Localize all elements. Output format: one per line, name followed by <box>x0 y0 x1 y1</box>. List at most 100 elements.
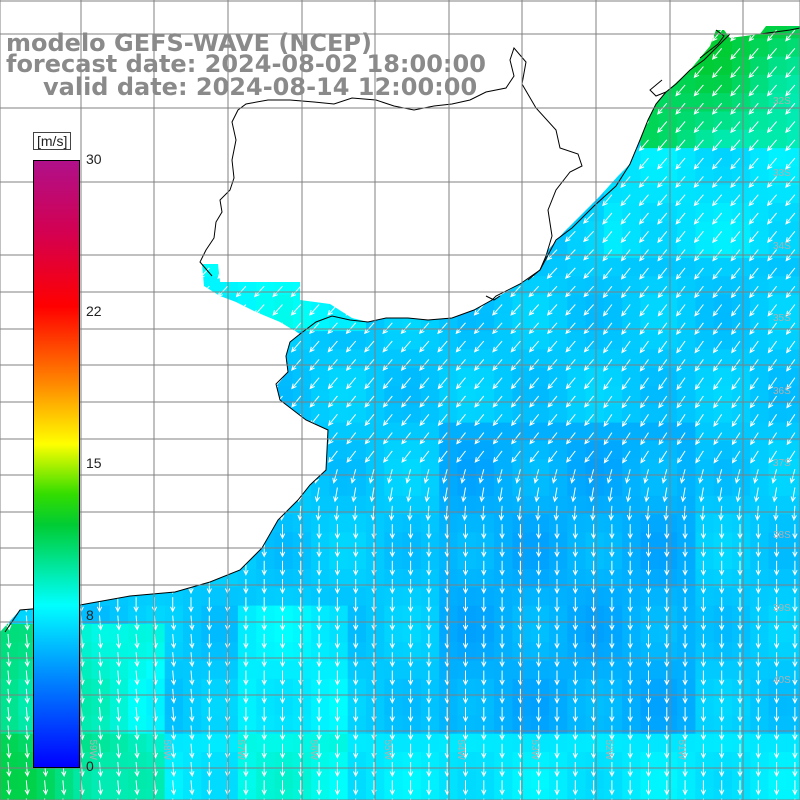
wind-arrow <box>198 157 210 169</box>
wind-arrow <box>664 762 670 778</box>
wind-speed-cell <box>183 129 202 149</box>
wind-arrow <box>792 707 798 723</box>
wind-arrow <box>134 707 140 723</box>
wind-speed-cell <box>603 715 623 735</box>
wind-arrow <box>640 450 649 464</box>
wind-arrow <box>547 413 558 427</box>
wind-arrow <box>454 139 466 151</box>
wind-arrow <box>658 377 668 391</box>
wind-speed-cell <box>750 550 770 570</box>
wind-arrow <box>291 377 302 390</box>
wind-arrow <box>89 322 100 335</box>
wind-arrow <box>272 267 283 279</box>
wind-speed-cell <box>603 569 623 588</box>
wind-arrow <box>638 212 649 225</box>
wind-arrow <box>785 102 796 115</box>
wind-arrow <box>766 102 777 115</box>
wind-arrow <box>15 230 27 243</box>
wind-arrow <box>326 194 338 206</box>
wind-arrow <box>16 322 27 335</box>
wind-arrow <box>625 469 631 484</box>
wind-arrow <box>290 157 302 169</box>
wind-arrow <box>163 432 174 445</box>
wind-arrow <box>639 322 649 336</box>
wind-arrow <box>279 652 286 668</box>
wind-arrow <box>529 413 540 427</box>
wind-arrow <box>181 432 192 445</box>
wind-arrow <box>107 212 119 224</box>
wind-speed-cell <box>567 660 587 680</box>
wind-arrow <box>491 157 503 169</box>
wind-speed-cell <box>329 660 349 680</box>
wind-arrow <box>455 285 466 298</box>
wind-arrow <box>97 688 103 704</box>
wind-speed-cell <box>585 532 605 552</box>
wind-arrow <box>24 652 30 668</box>
wind-arrow <box>771 469 778 484</box>
wind-speed-cell <box>311 715 330 735</box>
wind-speed-cell <box>585 697 605 716</box>
wind-speed-cell <box>128 239 147 259</box>
wind-speed-cell <box>274 239 294 259</box>
wind-arrow <box>97 670 103 686</box>
wind-arrow <box>16 267 27 279</box>
wind-arrow <box>198 194 210 206</box>
wind-speed-cell <box>128 605 147 625</box>
wind-arrow <box>582 157 594 169</box>
wind-speed-cell <box>109 148 129 167</box>
wind-arrow <box>2 469 9 484</box>
wind-speed-cell <box>786 660 800 680</box>
wind-arrow <box>389 780 395 796</box>
wind-arrow <box>125 157 137 169</box>
wind-speed-cell <box>549 495 568 515</box>
wind-speed-cell <box>219 770 239 790</box>
wind-speed-cell <box>164 239 184 259</box>
wind-arrow <box>6 652 12 668</box>
wind-speed-cell <box>457 514 477 533</box>
wind-arrow <box>554 560 560 576</box>
wind-speed-cell <box>237 239 257 259</box>
wind-speed-cell <box>347 733 367 753</box>
wind-arrow <box>206 597 212 613</box>
wind-arrow <box>353 652 359 668</box>
wind-speed-cell <box>640 770 660 790</box>
wind-speed-cell <box>146 129 166 149</box>
wind-arrow <box>24 761 30 778</box>
wind-arrow <box>364 432 375 445</box>
wind-arrow <box>297 505 303 521</box>
wind-arrow <box>309 304 320 316</box>
wind-arrow <box>554 633 560 650</box>
wind-speed-cell <box>311 770 330 790</box>
wind-arrow <box>547 340 558 353</box>
wind-arrow <box>462 542 469 558</box>
wind-speed-cell <box>494 532 513 552</box>
wind-arrow <box>189 780 195 796</box>
wind-arrow <box>528 285 540 298</box>
wind-arrow <box>133 542 139 558</box>
wind-speed-cell <box>622 56 642 76</box>
wind-arrow <box>388 487 394 503</box>
wind-arrow <box>170 633 177 649</box>
wind-speed-cell <box>750 788 770 800</box>
wind-arrow <box>734 469 741 484</box>
wind-speed-cell <box>91 697 111 716</box>
wind-arrow <box>206 707 212 723</box>
wind-arrow <box>261 524 267 540</box>
wind-arrow <box>773 743 780 759</box>
wind-arrow <box>143 230 155 243</box>
wind-arrow <box>291 450 302 463</box>
wind-arrow <box>626 505 633 521</box>
wind-speed-cell <box>732 788 751 800</box>
wind-speed-cell <box>164 623 184 643</box>
wind-arrow <box>785 47 796 60</box>
wind-arrow <box>407 633 414 650</box>
wind-arrow <box>327 377 338 390</box>
wind-arrow <box>180 139 192 151</box>
wind-arrow <box>0 395 9 408</box>
wind-arrow <box>473 194 485 206</box>
wind-arrow <box>309 432 320 445</box>
wind-speed-cell <box>109 239 129 259</box>
wind-arrow <box>399 29 411 41</box>
wind-speed-cell <box>567 642 587 662</box>
